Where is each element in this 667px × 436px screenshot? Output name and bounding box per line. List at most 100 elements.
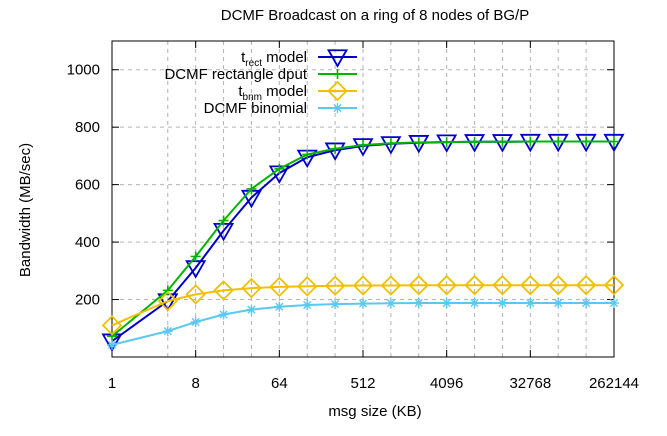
legend-item-4: DCMF binomial (204, 100, 357, 117)
data-point (327, 80, 348, 102)
data-point (464, 134, 486, 153)
data-point (101, 315, 123, 336)
data-point (525, 136, 536, 147)
data-point (274, 163, 285, 174)
data-point (324, 142, 346, 161)
data-point-stroke (470, 298, 479, 308)
legend-item-1: trect model (241, 49, 357, 69)
data-point (469, 136, 480, 147)
series-4 (107, 297, 619, 350)
series-3 (101, 274, 625, 336)
data-point (324, 275, 346, 297)
data-point-stroke (498, 298, 507, 308)
data-point (497, 297, 508, 308)
legend-item-2: DCMF rectangle dput (164, 66, 357, 83)
data-point (330, 143, 341, 154)
data-point (246, 183, 257, 194)
legend-label: DCMF rectangle dput (164, 66, 307, 83)
data-point (241, 277, 262, 299)
data-point (413, 137, 424, 148)
data-point (436, 134, 458, 153)
legend-label-subscript: rect (245, 58, 262, 69)
data-point (274, 301, 285, 312)
data-point-stroke (247, 305, 256, 314)
data-point-stroke (303, 300, 312, 310)
data-point (491, 134, 513, 153)
legend-item-3: tbnm model (238, 80, 357, 103)
data-point (107, 331, 117, 342)
legend-label: DCMF binomial (204, 100, 307, 117)
legend-label-rest: model (262, 83, 307, 100)
data-point (441, 297, 452, 308)
data-point-stroke (554, 298, 563, 308)
data-point (609, 136, 619, 147)
data-point (330, 299, 341, 310)
x-tick-label: 64 (271, 375, 288, 392)
data-point-stroke (442, 298, 451, 308)
data-point (218, 309, 229, 320)
x-tick-label: 32768 (509, 375, 551, 392)
data-point (107, 339, 117, 350)
data-point (609, 297, 619, 308)
data-point (492, 274, 513, 296)
x-tick-label: 4096 (430, 375, 463, 392)
data-point (296, 276, 318, 297)
data-point-stroke (107, 340, 117, 350)
chart-title: DCMF Broadcast on a ring of 8 nodes of B… (221, 7, 529, 24)
data-point (218, 215, 229, 226)
data-point (157, 290, 179, 312)
y-axis-title: Bandwidth (MB/sec) (17, 143, 34, 277)
series-2 (107, 136, 619, 342)
data-point (469, 297, 480, 308)
data-point-stroke (582, 298, 591, 308)
data-point-stroke (333, 103, 342, 113)
legend-label-main: t (241, 49, 246, 66)
x-axis-title: msg size (KB) (328, 403, 421, 420)
legend-label-subscript: bnm (243, 92, 262, 103)
data-point (332, 103, 343, 113)
series-line (111, 284, 614, 327)
data-point (332, 69, 343, 79)
y-tick-label: 400 (75, 234, 100, 251)
data-point-stroke (331, 300, 340, 309)
data-point (326, 49, 349, 68)
data-point-stroke (358, 299, 368, 308)
data-point (162, 326, 173, 337)
x-tick-label: 8 (191, 375, 199, 392)
data-point (519, 133, 541, 153)
legend-label: trect model (241, 49, 307, 69)
data-point-stroke (191, 317, 200, 327)
data-point (185, 284, 206, 305)
data-point (302, 300, 313, 311)
y-tick-label: 200 (75, 292, 100, 309)
data-point (408, 135, 430, 154)
data-point (385, 298, 396, 309)
data-point-stroke (609, 298, 619, 308)
data-point-stroke (526, 298, 535, 308)
legend-label-main: t (238, 83, 243, 100)
data-point (553, 136, 564, 147)
series-group (101, 133, 625, 353)
x-tick-label: 1 (108, 375, 116, 392)
y-tick-label: 600 (75, 177, 100, 194)
data-point-stroke (163, 327, 172, 336)
legend-label-rest: model (262, 49, 307, 66)
data-point (302, 149, 313, 160)
data-point (520, 274, 541, 296)
data-point (525, 297, 536, 308)
y-tick-label: 1000 (67, 62, 100, 79)
data-point (246, 304, 257, 315)
data-point (352, 275, 374, 296)
data-point (436, 274, 457, 296)
data-point (358, 139, 368, 150)
legend-label-main: DCMF binomial (204, 100, 307, 117)
data-point-stroke (219, 310, 228, 319)
data-point (380, 275, 402, 296)
data-point-stroke (386, 299, 395, 308)
plot-frame (111, 40, 615, 358)
axis-ticks: 1 8 64 512 4096 32768 262144 200 400 600 800 1000 (67, 41, 639, 392)
data-point (190, 251, 201, 262)
